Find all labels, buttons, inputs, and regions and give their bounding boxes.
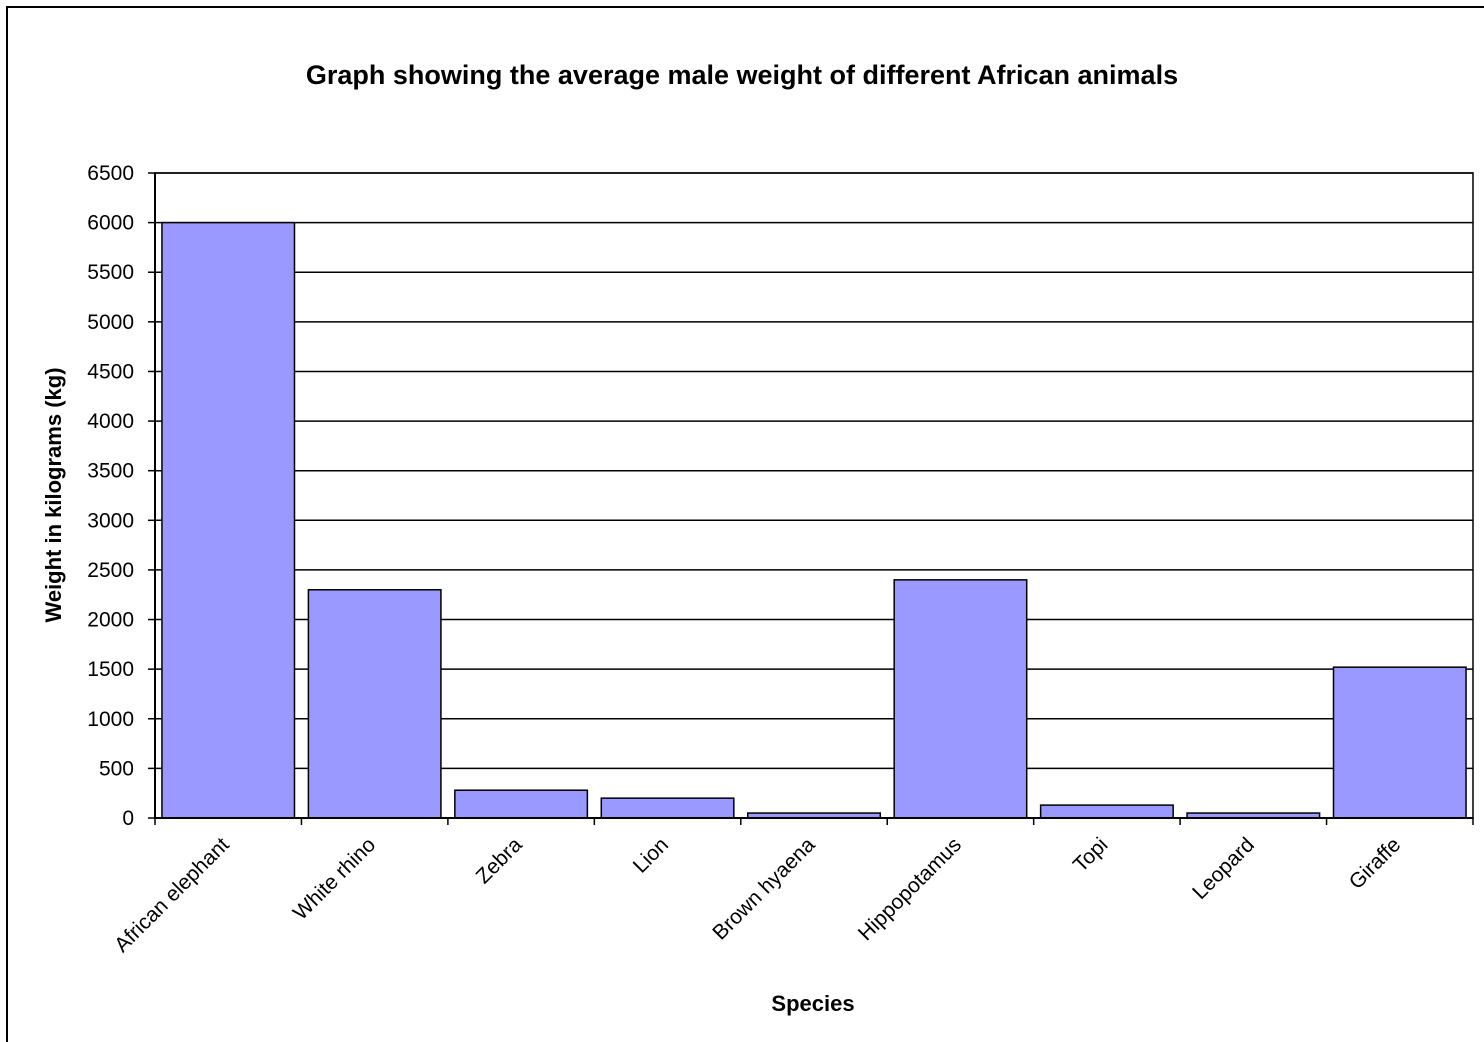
- chart-title: Graph showing the average male weight of…: [306, 60, 1178, 90]
- x-axis-title: Species: [771, 991, 854, 1016]
- y-axis-title: Weight in kilograms (kg): [41, 367, 66, 622]
- x-tick-label: Zebra: [472, 833, 527, 888]
- y-tick-label: 3500: [87, 460, 134, 483]
- x-tick-label: Leopard: [1188, 833, 1259, 904]
- y-tick-label: 3000: [87, 509, 134, 532]
- x-tick-label: Giraffe: [1345, 833, 1406, 894]
- bar-african-elephant: [161, 221, 296, 819]
- y-tick-label: 6000: [87, 212, 134, 235]
- bar-topi: [1039, 804, 1174, 819]
- y-tick-labels: 0 500 1000 1500 2000 2500 3000 3500 4000 4500 5000…: [87, 162, 134, 830]
- y-tick-label: 2000: [87, 609, 134, 632]
- bar-white-rhino: [307, 589, 442, 819]
- y-tick-label: 0: [122, 807, 134, 830]
- x-tick-label: Hippopotamus: [854, 833, 966, 945]
- x-tick-label: African elephant: [110, 833, 234, 957]
- y-tick-label: 1000: [87, 708, 134, 731]
- x-tick-label: Lion: [629, 833, 673, 877]
- y-tick-label: 2500: [87, 559, 134, 582]
- y-tick-label: 1500: [87, 658, 134, 681]
- bar-hippopotamus: [893, 579, 1028, 819]
- x-tick-label: Topi: [1069, 833, 1113, 877]
- y-tick-label: 5000: [87, 311, 134, 334]
- y-tick-label: 4000: [87, 410, 134, 433]
- chart-frame: [6, 6, 1484, 1042]
- bars: [161, 221, 1467, 819]
- bar-giraffe: [1332, 666, 1467, 819]
- y-tick-label: 5500: [87, 261, 134, 284]
- bar-lion: [600, 797, 735, 819]
- x-tick-label: Brown hyaena: [708, 833, 819, 944]
- y-tick-label: 4500: [87, 360, 134, 383]
- y-tick-label: 500: [99, 757, 134, 780]
- axes: [148, 172, 1474, 825]
- y-tick-label: 6500: [87, 162, 134, 185]
- x-tick-labels: African elephant White rhino Zebra Lion Brow…: [110, 833, 1405, 957]
- bar-zebra: [454, 789, 589, 819]
- x-tick-label: White rhino: [289, 833, 380, 924]
